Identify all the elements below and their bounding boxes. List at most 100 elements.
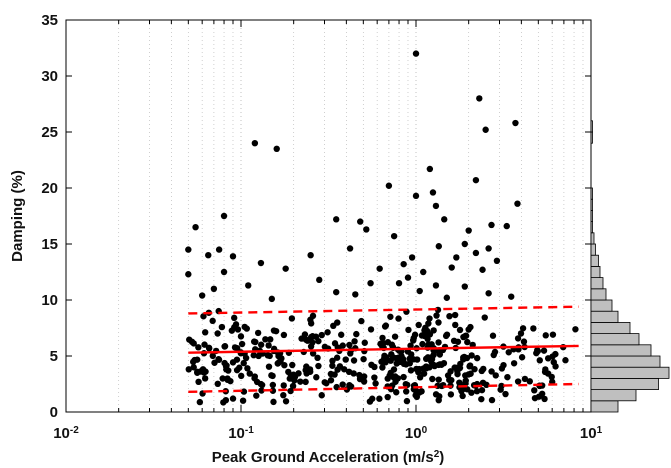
data-point bbox=[347, 350, 354, 357]
data-point bbox=[433, 312, 440, 319]
data-point bbox=[229, 253, 237, 260]
y-tick-label: 15 bbox=[41, 236, 58, 253]
data-point bbox=[429, 189, 437, 196]
data-point bbox=[479, 266, 486, 273]
data-point bbox=[412, 50, 420, 57]
data-point bbox=[252, 338, 259, 346]
histogram-bar bbox=[590, 187, 593, 200]
data-point bbox=[505, 349, 512, 356]
data-point bbox=[446, 312, 453, 320]
data-point bbox=[488, 368, 495, 375]
data-point bbox=[526, 378, 533, 385]
data-point bbox=[185, 271, 192, 278]
data-point bbox=[205, 252, 212, 259]
data-point bbox=[231, 324, 238, 331]
data-point bbox=[478, 386, 486, 394]
data-point bbox=[205, 344, 213, 352]
data-point bbox=[186, 336, 193, 343]
data-point bbox=[435, 361, 442, 369]
data-point bbox=[443, 331, 451, 338]
data-point bbox=[534, 346, 541, 354]
data-point bbox=[450, 337, 458, 344]
data-point bbox=[316, 276, 323, 284]
y-tick-label: 35 bbox=[41, 12, 58, 29]
data-point bbox=[519, 325, 527, 332]
data-point bbox=[239, 397, 247, 404]
data-point bbox=[381, 352, 388, 360]
data-point bbox=[514, 200, 521, 207]
data-point bbox=[318, 331, 325, 339]
data-point bbox=[333, 383, 340, 391]
data-point bbox=[395, 315, 402, 322]
data-point bbox=[412, 392, 419, 399]
data-point bbox=[240, 359, 247, 367]
data-point bbox=[388, 341, 396, 348]
data-point bbox=[432, 282, 440, 289]
data-point bbox=[465, 227, 472, 234]
data-point bbox=[233, 366, 241, 374]
y-tick-label: 20 bbox=[41, 180, 58, 197]
histogram-bar bbox=[590, 198, 593, 211]
data-point bbox=[253, 392, 260, 399]
data-point bbox=[400, 373, 407, 381]
data-point bbox=[339, 381, 346, 388]
data-point bbox=[403, 397, 411, 405]
data-point bbox=[390, 232, 398, 240]
data-point bbox=[367, 326, 375, 333]
data-point bbox=[356, 375, 364, 383]
data-point bbox=[403, 388, 410, 395]
data-point bbox=[185, 366, 192, 373]
data-point bbox=[220, 268, 228, 276]
data-point bbox=[351, 338, 358, 345]
data-point bbox=[227, 377, 234, 385]
data-point bbox=[262, 336, 269, 343]
data-point bbox=[214, 380, 221, 387]
data-point bbox=[493, 257, 501, 264]
data-point bbox=[456, 326, 464, 334]
data-point bbox=[231, 314, 238, 322]
y-tick-label: 0 bbox=[50, 404, 58, 421]
data-point bbox=[246, 370, 253, 377]
data-point bbox=[476, 95, 483, 102]
histogram-bar bbox=[590, 277, 604, 290]
data-point bbox=[394, 375, 402, 382]
y-tick-label: 5 bbox=[50, 348, 58, 365]
data-point bbox=[384, 393, 391, 401]
data-point bbox=[426, 165, 434, 173]
data-point bbox=[361, 339, 368, 346]
data-point bbox=[435, 243, 443, 250]
data-point bbox=[190, 364, 197, 371]
data-point bbox=[429, 375, 436, 383]
data-point bbox=[280, 382, 287, 389]
data-point bbox=[371, 374, 378, 381]
data-point bbox=[220, 212, 228, 220]
data-point bbox=[265, 363, 273, 370]
data-point bbox=[436, 393, 443, 400]
data-point bbox=[420, 365, 427, 372]
data-point bbox=[229, 395, 237, 402]
fit-lines bbox=[188, 305, 579, 394]
data-point bbox=[257, 341, 265, 348]
data-point bbox=[376, 395, 383, 402]
data-point bbox=[267, 336, 274, 343]
data-point bbox=[379, 334, 386, 342]
data-point bbox=[518, 354, 526, 361]
data-point bbox=[435, 339, 442, 346]
data-point bbox=[542, 332, 549, 339]
data-point bbox=[430, 327, 437, 334]
data-point bbox=[214, 330, 221, 337]
data-point bbox=[371, 363, 378, 371]
x-tick-label: 101 bbox=[580, 425, 603, 443]
histogram-bar bbox=[590, 400, 619, 413]
data-point bbox=[395, 280, 403, 287]
data-point bbox=[350, 357, 358, 364]
y-tick-label: 10 bbox=[41, 292, 58, 309]
data-point bbox=[536, 357, 543, 364]
data-point bbox=[460, 354, 467, 361]
data-point bbox=[407, 342, 414, 349]
data-point bbox=[393, 389, 400, 396]
data-point bbox=[287, 387, 294, 395]
data-point bbox=[461, 240, 468, 248]
data-point bbox=[448, 264, 455, 271]
data-point bbox=[258, 387, 265, 394]
